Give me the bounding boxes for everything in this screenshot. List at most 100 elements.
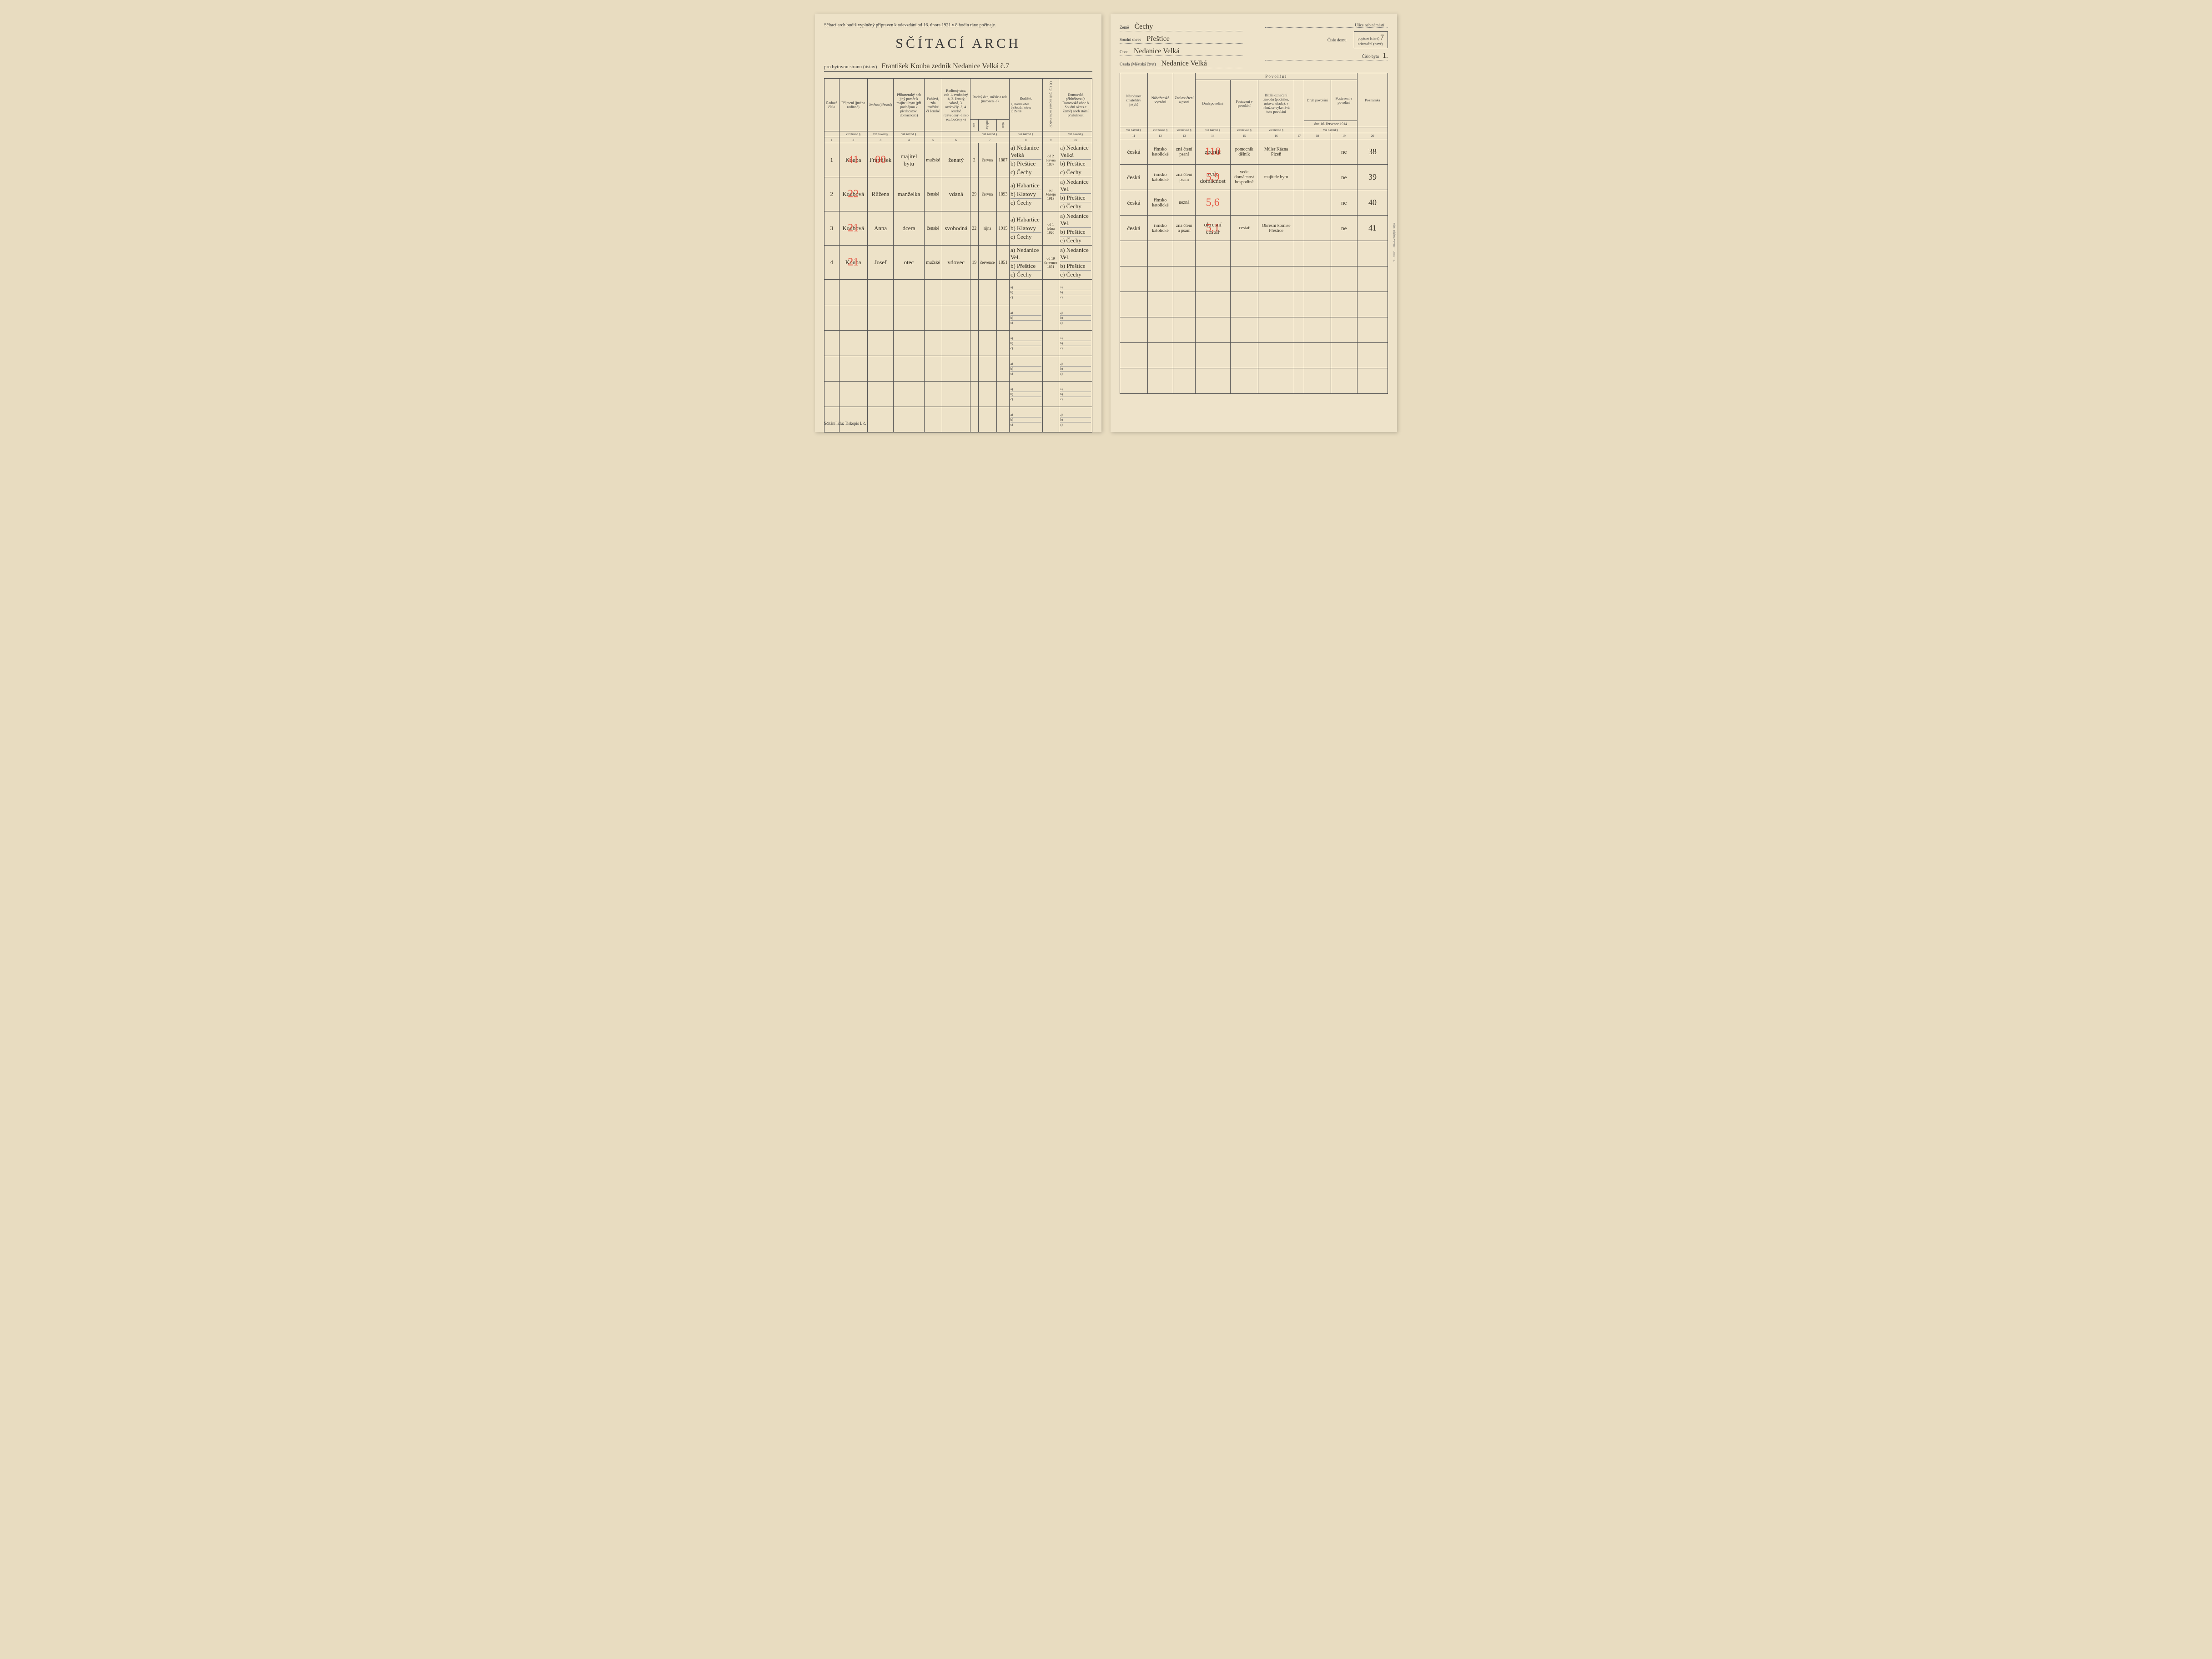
col-head-druh1914: Druh povolání	[1304, 80, 1331, 121]
left-page: Sčítací arch budiž vyplněný připraven k …	[815, 14, 1101, 432]
submission-note: Sčítací arch budiž vyplněný připraven k …	[824, 23, 1092, 28]
colnum-row-r: 11 12 13 14 15 16 17 18 19 20	[1120, 133, 1388, 139]
val-obec: Nedanice Velká	[1134, 47, 1180, 55]
table-row: česká římsko katolické zná čtení a psaní…	[1120, 216, 1388, 241]
col-head-day: dne	[970, 120, 978, 131]
colnum-4: 4	[894, 137, 924, 143]
bp-c: c) Země	[1011, 110, 1041, 113]
colnum-9: 9	[1042, 137, 1059, 143]
table-row: 3 Koubová21 Anna dcera ženské svobodná 2…	[824, 211, 1092, 246]
colnum-5: 5	[924, 137, 942, 143]
table-row-empty: a)b)c)a)b)c)	[824, 356, 1092, 382]
col-head-narodnost: Národnost (mateřský jazyk)	[1120, 73, 1148, 127]
col-head-surname: Příjmení (jméno rodinné)	[839, 79, 867, 131]
colnum-8: 8	[1009, 137, 1042, 143]
guide-8: viz návod §	[1009, 131, 1042, 137]
table-row-empty: a)b)c)a)b)c)	[824, 382, 1092, 407]
bp-b: b) Soudní okres	[1011, 106, 1041, 110]
col-head-year: roku	[996, 120, 1009, 131]
table-row: 4 Kouba21 Josef otec mužské vdovec 19 če…	[824, 246, 1092, 280]
col-head-nabozenstvi: Náboženské vyznání	[1147, 73, 1173, 127]
printer-mark: Státní tiskárna v Praze — 2656—2.	[1393, 223, 1395, 261]
guide-10: viz návod §	[1059, 131, 1092, 137]
table-row: česká římsko katolické nezná 5,6 ne 40	[1120, 190, 1388, 216]
table-row: 1 Kouba41 František00 majitel bytu mužsk…	[824, 143, 1092, 177]
guide-7: viz návod §	[970, 131, 1009, 137]
table-row: česká římsko katolické zná čtení psaní z…	[1120, 139, 1388, 165]
col-head-marital: Rodinný stav, zda 1. svobodný -á, 2. žen…	[942, 79, 970, 131]
col-head-relation: Příbuzenský neb jiný poměr k majiteli by…	[894, 79, 924, 131]
colnum-7: 7	[970, 137, 1009, 143]
col-head-17	[1294, 80, 1304, 127]
bp-a: a) Rodná obec	[1011, 102, 1041, 106]
guide-4: viz návod §	[894, 131, 924, 137]
colnum-1: 1	[824, 137, 840, 143]
col-head-birthdate: Rodný den, měsíc a rok (narozen -a)	[970, 79, 1009, 120]
table-row-empty	[1120, 368, 1388, 394]
colnum-6: 6	[942, 137, 970, 143]
col-head-since: Od kdy bydlí zapsaná osoba v obci?	[1042, 79, 1059, 131]
table-row-empty	[1120, 317, 1388, 343]
header-row-r1: Národnost (mateřský jazyk) Náboženské vy…	[1120, 73, 1388, 80]
table-row-empty: a)b)c)a)b)c)	[824, 305, 1092, 331]
label-orient: orientační (nové)	[1358, 42, 1384, 46]
table-row: česká římsko katolické zná čtení psaní v…	[1120, 165, 1388, 190]
right-page: Země Čechy Soudní okres Přeštice Obec Nedan…	[1111, 14, 1397, 432]
label-popisne: popisné (staré)	[1358, 36, 1379, 40]
label-osada: Osada (Městská čtvrt)	[1120, 62, 1156, 66]
col-head-poznamka: Poznámka	[1357, 73, 1388, 127]
col-head-znalost: Znalost čtení a psaní	[1173, 73, 1195, 127]
label-obec: Obec	[1120, 50, 1128, 54]
table-row: 2 Koubová22 Růžena manželka ženské vdaná…	[824, 177, 1092, 211]
val-okres: Přeštice	[1146, 35, 1170, 43]
guide-3: viz návod §	[867, 131, 893, 137]
guide-2: viz návod §	[839, 131, 867, 137]
cislo-domu-box: popisné (staré) 7 orientační (nové)	[1354, 31, 1388, 48]
guide-row-r: viz návod § viz návod § viz návod § viz …	[1120, 127, 1388, 133]
val-zeme: Čechy	[1135, 23, 1153, 31]
header-row: Řadové číslo Příjmení (jméno rodinné) Jm…	[824, 79, 1092, 120]
table-row-empty	[1120, 343, 1388, 368]
right-header-left: Země Čechy Soudní okres Přeštice Obec Nedan…	[1120, 23, 1242, 68]
right-header-right: Ulice neb náměstí Číslo domu popisné (st…	[1265, 23, 1388, 68]
col-head-druh: Druh povolání	[1195, 80, 1230, 127]
col-head-rownum: Řadové číslo	[824, 79, 840, 131]
table-row-empty	[1120, 241, 1388, 266]
census-table-left: Řadové číslo Příjmení (jméno rodinné) Jm…	[824, 78, 1092, 432]
table-row-empty	[1120, 292, 1388, 317]
label-zeme: Země	[1120, 25, 1129, 30]
col-head-povolani: Povolání	[1195, 73, 1357, 80]
colnum-2: 2	[839, 137, 867, 143]
colnum-3: 3	[867, 137, 893, 143]
val-popisne: 7	[1380, 34, 1384, 41]
table-row-empty: a)b)c)a)b)c)	[824, 280, 1092, 305]
col-head-domicile: Domovská příslušnost (a Domovská obec b …	[1059, 79, 1092, 131]
label-cislo-domu: Číslo domu	[1327, 38, 1347, 42]
subtitle-fixed: pro bytovou stranu (ústav)	[824, 64, 877, 70]
table-row-empty: a)b)c)a)b)c)	[824, 407, 1092, 432]
label-cislo-bytu: Číslo bytu	[1362, 54, 1379, 59]
val-cislo-bytu: 1.	[1382, 52, 1388, 60]
document-title: SČÍTACÍ ARCH	[824, 36, 1092, 51]
label-okres: Soudní okres	[1120, 37, 1141, 42]
colnum-row: 1 2 3 4 5 6 7 8 9 10	[824, 137, 1092, 143]
guide-row: viz návod § viz návod § viz návod § viz …	[824, 131, 1092, 137]
colnum-10: 10	[1059, 137, 1092, 143]
col-head-firstname: Jméno (křestní)	[867, 79, 893, 131]
col-head-sex: Pohlaví, zda mužské či ženské	[924, 79, 942, 131]
right-header: Země Čechy Soudní okres Přeštice Obec Nedan…	[1120, 23, 1388, 68]
col-head-1914: dne 16. července 1914	[1304, 121, 1357, 127]
census-table-right: Národnost (mateřský jazyk) Náboženské vy…	[1120, 73, 1388, 394]
val-osada: Nedanice Velká	[1161, 60, 1207, 68]
col-head-postaveni: Postavení v povolání	[1230, 80, 1258, 127]
col-head-zavod: Bližší označení závodu (podniku, ústavu,…	[1258, 80, 1294, 127]
table-row-empty: a)b)c)a)b)c)	[824, 331, 1092, 356]
table-row-empty	[1120, 266, 1388, 292]
subtitle-handwritten: František Kouba zedník Nedanice Velká č.…	[881, 62, 1009, 70]
label-ulice: Ulice neb náměstí	[1355, 23, 1384, 27]
footer-note: Sčítání lidu: Tiskopis I. č.	[824, 421, 866, 426]
col-head-birthplace-title: Rodiště:	[1011, 96, 1041, 101]
col-head-post1914: Postavení v povolání	[1331, 80, 1357, 121]
subtitle-row: pro bytovou stranu (ústav) František Kou…	[824, 62, 1092, 72]
col-head-month: měsíce	[978, 120, 996, 131]
